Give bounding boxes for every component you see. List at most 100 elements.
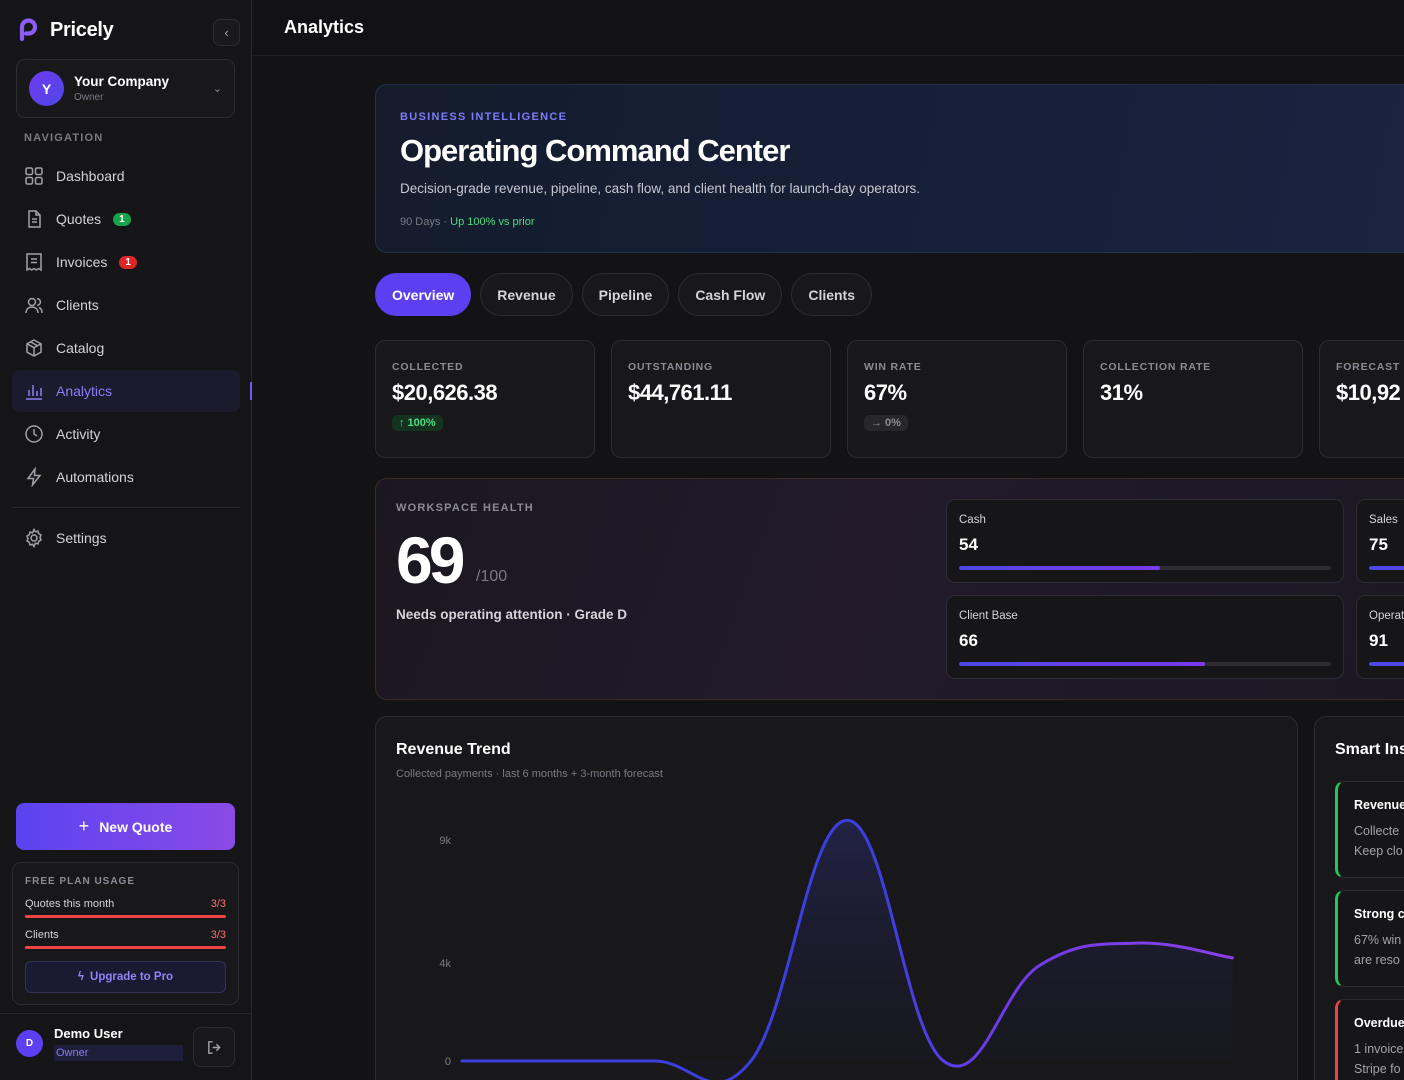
- upgrade-button[interactable]: ϟ Upgrade to Pro: [25, 961, 226, 993]
- sidebar-item-automations[interactable]: Automations: [12, 456, 240, 498]
- hero-subtitle: Decision-grade revenue, pipeline, cash f…: [400, 181, 921, 196]
- tab-revenue[interactable]: Revenue: [480, 273, 573, 316]
- sidebar-item-label: Analytics: [56, 383, 113, 399]
- user-divider: [0, 1013, 251, 1014]
- hero-card: BUSINESS INTELLIGENCE Operating Command …: [375, 84, 1404, 253]
- workspace-avatar: Y: [29, 71, 64, 106]
- subscore-fill: [1369, 566, 1404, 570]
- subscore-value: 66: [959, 631, 978, 650]
- insight-line: are reso: [1354, 953, 1400, 967]
- usage-value: 3/3: [210, 929, 226, 941]
- sidebar-item-label: Settings: [56, 530, 107, 546]
- sidebar-item-label: Dashboard: [56, 168, 125, 184]
- bar-chart-icon: [26, 385, 42, 400]
- new-quote-label: New Quote: [99, 818, 173, 835]
- insight-card[interactable]: Strong c 67% win are reso: [1335, 890, 1404, 987]
- revenue-line: [460, 818, 1234, 1080]
- smart-insights-card: Smart Ins Revenue Collecte Keep clo Stro…: [1314, 716, 1404, 1080]
- workspace-switcher[interactable]: Y Your Company Owner ⌄: [16, 59, 235, 118]
- collapse-sidebar-button[interactable]: ‹: [213, 19, 240, 46]
- subscore-bar: [959, 662, 1331, 666]
- document-icon: [28, 210, 41, 228]
- insight-card[interactable]: Revenue Collecte Keep clo: [1335, 781, 1404, 878]
- workspace-role: Owner: [74, 92, 104, 103]
- sidebar-item-label: Catalog: [56, 340, 105, 356]
- tab-clients[interactable]: Clients: [791, 273, 873, 316]
- y-tick-label: 4k: [439, 958, 451, 970]
- gear-icon: [26, 528, 42, 548]
- kpi-label: FORECAST (: [1336, 361, 1404, 373]
- kpi-card-collection-rate: COLLECTION RATE 31%: [1083, 340, 1303, 458]
- sidebar-item-label: Activity: [56, 426, 101, 442]
- insight-body: 1 invoice Stripe fo: [1354, 1039, 1404, 1079]
- subscore-operations: Operat 91: [1356, 595, 1404, 679]
- upgrade-label: Upgrade to Pro: [90, 971, 174, 983]
- subscore-name: Cash: [959, 514, 986, 526]
- brand[interactable]: Pricely: [16, 18, 114, 42]
- period-label: 90 Days ·: [400, 216, 448, 228]
- kpi-label: OUTSTANDING: [628, 361, 714, 373]
- sidebar-item-label: Clients: [56, 297, 99, 313]
- pricely-logo-icon: [19, 18, 38, 42]
- insight-line: Keep clo: [1354, 844, 1403, 858]
- kpi-card-forecast: FORECAST ( $10,92: [1319, 340, 1404, 458]
- insight-card[interactable]: Overdue 1 invoice Stripe fo: [1335, 999, 1404, 1080]
- sidebar-item-dashboard[interactable]: Dashboard: [12, 155, 240, 197]
- kpi-card-collected: COLLECTED $20,626.38 ↑ 100%: [375, 340, 595, 458]
- kpi-value: 31%: [1100, 380, 1143, 405]
- workspace-name: Your Company: [74, 74, 170, 89]
- nav-heading: NAVIGATION: [24, 132, 104, 144]
- brand-name: Pricely: [50, 18, 114, 41]
- subscore-value: 75: [1369, 535, 1388, 554]
- subscore-client-base: Client Base 66: [946, 595, 1344, 679]
- sidebar-item-settings[interactable]: Settings: [12, 517, 240, 559]
- user-profile[interactable]: D Demo User Owner: [16, 1026, 183, 1061]
- new-quote-button[interactable]: + New Quote: [16, 803, 235, 850]
- revenue-subtitle: Collected payments · last 6 months + 3-m…: [396, 768, 663, 780]
- hero-kicker: BUSINESS INTELLIGENCE: [400, 111, 568, 123]
- tab-pipeline[interactable]: Pipeline: [581, 273, 670, 316]
- quotes-count-badge: 1: [113, 212, 131, 226]
- kpi-label: COLLECTION RATE: [1100, 361, 1211, 373]
- subscore-value: 54: [959, 535, 978, 554]
- sidebar-item-quotes[interactable]: Quotes 1: [12, 198, 240, 240]
- subscore-bar: [1369, 662, 1404, 666]
- revenue-area: [462, 820, 1233, 1080]
- receipt-icon: [26, 253, 42, 272]
- kpi-value: $20,626.38: [392, 380, 498, 405]
- insight-line: 67% win: [1354, 933, 1402, 947]
- usage-label: Quotes this month: [25, 898, 115, 910]
- insight-heading: Strong c: [1354, 907, 1404, 921]
- lightning-icon: [26, 467, 42, 487]
- kpi-card-win-rate: WIN RATE 67% → 0%: [847, 340, 1067, 458]
- y-tick-label: 0: [445, 1056, 451, 1068]
- tab-cash-flow[interactable]: Cash Flow: [678, 273, 783, 316]
- usage-row: Clients 3/3: [25, 929, 226, 941]
- health-max: /100: [476, 568, 508, 585]
- insight-heading: Revenue: [1354, 798, 1404, 812]
- revenue-trend-card: Revenue Trend Collected payments · last …: [375, 716, 1298, 1080]
- subscore-name: Operat: [1369, 610, 1404, 622]
- subscore-fill: [959, 662, 1205, 666]
- insight-body: Collecte Keep clo: [1354, 821, 1404, 861]
- hero-title: Operating Command Center: [400, 133, 790, 168]
- logout-icon: [207, 1040, 221, 1054]
- usage-bar: [25, 946, 226, 949]
- logout-button[interactable]: [193, 1027, 235, 1067]
- sidebar-item-label: Invoices: [56, 254, 108, 270]
- tab-overview[interactable]: Overview: [375, 273, 472, 316]
- users-icon: [25, 297, 43, 314]
- sidebar-item-clients[interactable]: Clients: [12, 284, 240, 326]
- sidebar-item-catalog[interactable]: Catalog: [12, 327, 240, 369]
- page-title: Analytics: [284, 17, 365, 37]
- sidebar-item-invoices[interactable]: Invoices 1: [12, 241, 240, 283]
- health-label: WORKSPACE HEALTH: [396, 502, 534, 514]
- box-icon: [26, 339, 42, 357]
- sidebar-item-activity[interactable]: Activity: [12, 413, 240, 455]
- kpi-row: COLLECTED $20,626.38 ↑ 100% OUTSTANDING …: [375, 340, 1404, 458]
- plan-usage-title: FREE PLAN USAGE: [25, 876, 136, 887]
- sidebar-item-analytics[interactable]: Analytics: [12, 370, 252, 412]
- plus-icon: +: [78, 816, 90, 836]
- sidebar-item-label: Quotes: [56, 211, 102, 227]
